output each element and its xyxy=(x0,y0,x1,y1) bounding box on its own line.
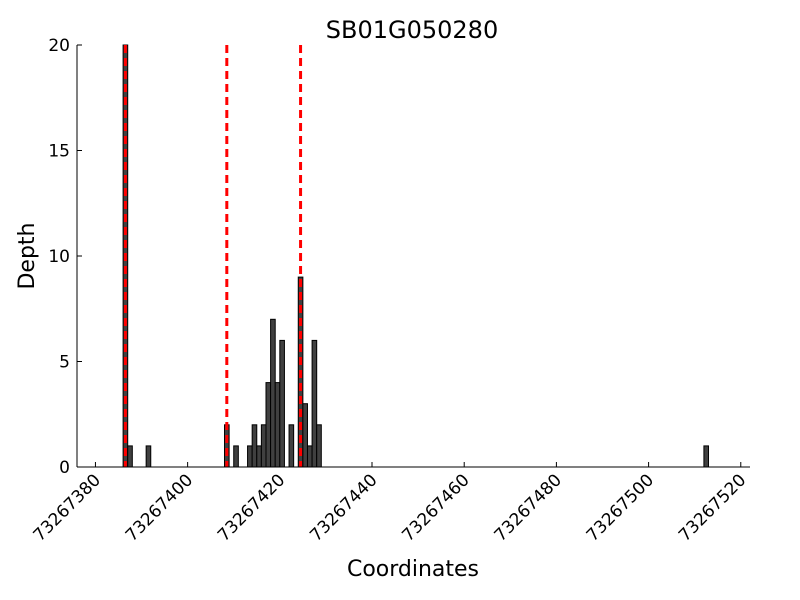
bar xyxy=(145,445,152,468)
bar xyxy=(703,445,710,468)
x-tick-label: 73267400 xyxy=(122,470,197,545)
bar xyxy=(247,445,253,468)
bar xyxy=(233,445,239,468)
x-tick-label: 73267480 xyxy=(491,470,566,545)
bar xyxy=(274,382,281,468)
bar xyxy=(260,424,267,468)
y-axis-label: Depth xyxy=(15,222,40,289)
bar xyxy=(265,382,272,468)
bar xyxy=(127,445,133,468)
bar xyxy=(302,403,308,468)
x-tick-label: 73267420 xyxy=(214,470,289,545)
bar xyxy=(288,424,295,468)
x-axis-label: Coordinates xyxy=(347,557,479,582)
y-tick-label: 5 xyxy=(59,353,70,373)
y-tick-label: 15 xyxy=(48,142,70,162)
x-tick-label: 73267460 xyxy=(398,470,473,545)
bar xyxy=(311,339,318,468)
chart-title: SB01G050280 xyxy=(326,16,498,44)
bar xyxy=(251,424,258,468)
x-tick-label: 73267500 xyxy=(583,470,658,545)
x-tick-label: 73267380 xyxy=(30,470,105,545)
y-tick-label: 20 xyxy=(48,36,70,56)
bar xyxy=(256,445,262,468)
x-tick-label: 73267440 xyxy=(306,470,381,545)
y-tick-label: 10 xyxy=(48,247,70,267)
bar xyxy=(316,424,322,468)
x-tick-label: 73267520 xyxy=(675,470,750,545)
bar xyxy=(224,424,230,468)
bar xyxy=(306,445,313,468)
bar xyxy=(270,318,276,468)
y-tick-label: 0 xyxy=(59,458,70,478)
bar xyxy=(279,339,285,468)
